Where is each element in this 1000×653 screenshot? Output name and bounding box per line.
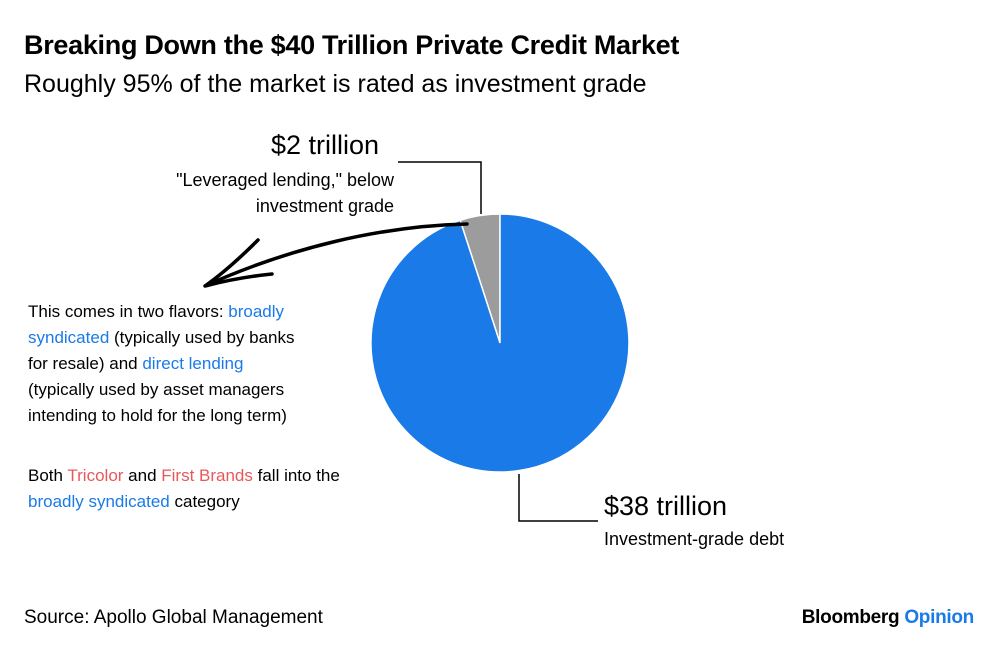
note2-text-c: and (123, 466, 162, 485)
note2-tricolor: Tricolor (67, 466, 124, 485)
arrow-curve (205, 222, 469, 287)
note1-text-d: (typically used by banks (109, 328, 295, 347)
leader-line-small (398, 161, 482, 214)
arrowhead (203, 238, 274, 288)
brand-suffix: Opinion (904, 607, 974, 628)
note2-text-g: category (169, 492, 240, 511)
note2-first-brands: First Brands (161, 466, 253, 485)
large-slice-desc: Investment-grade debt (604, 529, 785, 549)
small-slice-desc-line2: investment grade (255, 196, 394, 216)
note1-text-h: intending to hold for the long term) (28, 406, 287, 425)
chart-subtitle: Roughly 95% of the market is rated as in… (24, 70, 647, 98)
chart-title: Breaking Down the $40 Trillion Private C… (24, 30, 680, 60)
note1-text-e: for resale) and (28, 354, 143, 373)
pie-slice-investment-grade (370, 213, 630, 473)
small-slice-desc-line1: "Leveraged lending," below (176, 170, 394, 190)
note1-text-a: This comes in two flavors: (28, 302, 229, 321)
small-slice-desc: "Leveraged lending," below investment gr… (176, 167, 394, 219)
note2-text-e: fall into the (252, 466, 340, 485)
leader-line-large (518, 474, 598, 522)
note1-text-g: (typically used by asset managers (28, 380, 285, 399)
large-slice-value: $38 trillion (604, 491, 728, 521)
annotation-companies: Both Tricolor and First Brands fall into… (28, 463, 340, 515)
small-slice-value: $2 trillion (271, 130, 380, 160)
annotation-flavors: This comes in two flavors: broadly syndi… (28, 299, 294, 429)
note1-broadly: broadly (228, 302, 285, 321)
note2-broadly-syndicated: broadly syndicated (28, 492, 170, 511)
source-note: Source: Apollo Global Management (24, 607, 323, 628)
bloomberg-opinion-logo: Bloomberg Opinion (801, 607, 975, 629)
pie-slices (370, 213, 630, 473)
note1-syndicated: syndicated (28, 328, 110, 347)
brand-name: Bloomberg (801, 607, 900, 628)
note1-direct-lending: direct lending (142, 354, 244, 373)
note2-text-a: Both (28, 466, 68, 485)
